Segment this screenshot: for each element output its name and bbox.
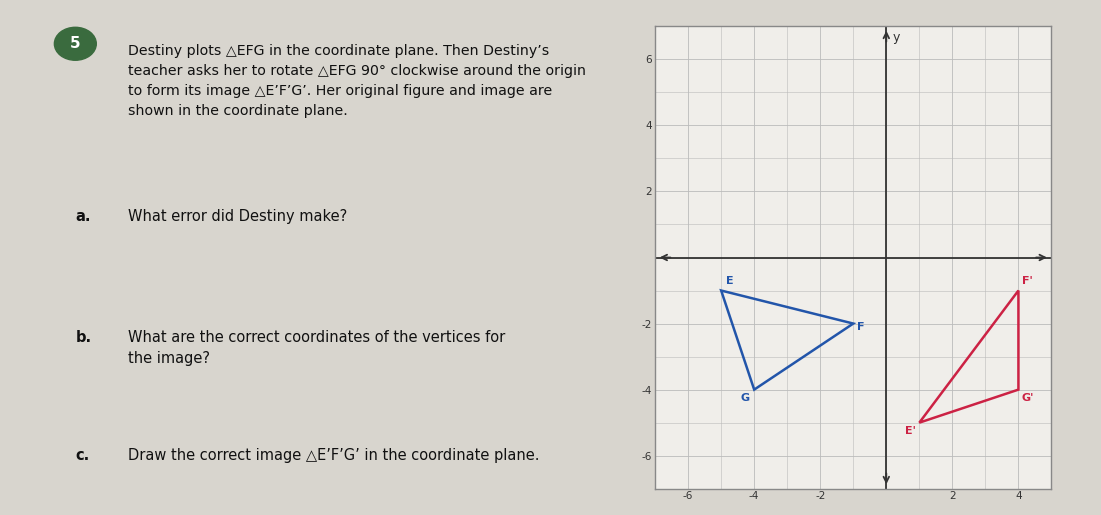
Text: E: E [727,276,733,286]
Text: G: G [740,393,749,403]
Text: Destiny plots △EFG in the coordinate plane. Then Destiny’s
teacher asks her to r: Destiny plots △EFG in the coordinate pla… [128,44,586,118]
Circle shape [54,27,96,60]
Text: E': E' [905,426,916,436]
Text: a.: a. [75,209,91,224]
Text: F: F [857,322,864,332]
Text: c.: c. [75,448,89,463]
Text: 5: 5 [70,36,80,52]
Text: Draw the correct image △E’F’G’ in the coordinate plane.: Draw the correct image △E’F’G’ in the co… [128,448,539,463]
Text: b.: b. [75,330,91,345]
Text: y: y [892,31,900,44]
Text: What are the correct coordinates of the vertices for
the image?: What are the correct coordinates of the … [128,330,505,366]
Text: G': G' [1022,393,1034,403]
Text: F': F' [1022,276,1033,286]
Text: What error did Destiny make?: What error did Destiny make? [128,209,347,224]
